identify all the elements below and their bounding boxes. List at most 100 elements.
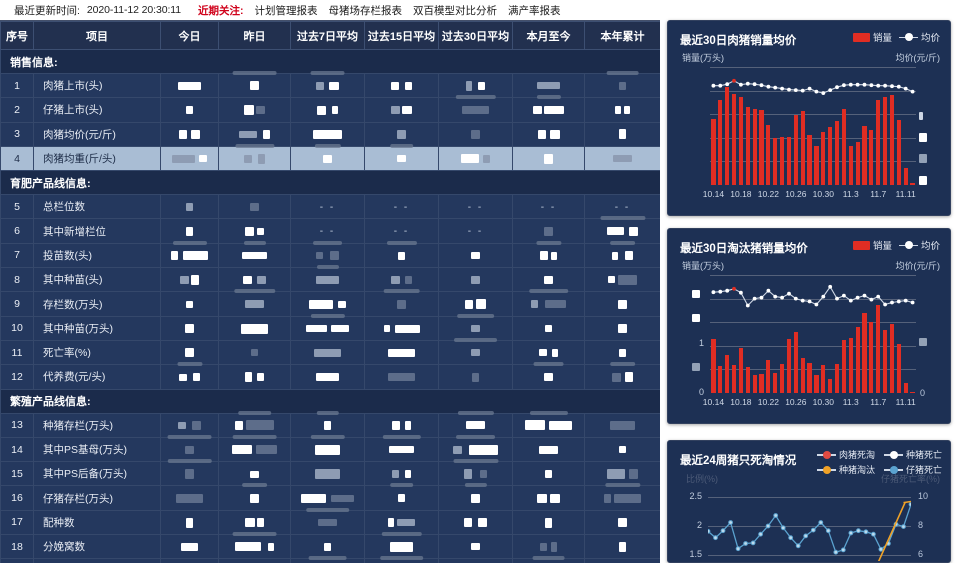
chart3-legend: 肉猪死淘 种猪死亡 种猪淘汰 仔猪死亡 [816,448,942,476]
table-cell-masked-value [438,291,513,317]
table-cell-masked-value: - - [364,194,439,220]
th-index[interactable]: 序号 [0,21,34,50]
table-row[interactable]: 5 总栏位数 - - - - - - - - - - [0,194,660,220]
y-tick-label-right: 10 [918,490,929,501]
chart-culled-pig-sales[interactable]: 最近30日淘汰猪销量均价 销量 均价 销量(万头) 均价(元/斤) 10.14 1… [667,228,951,424]
th-year-to-date[interactable]: 本年累计 [584,21,660,50]
table-cell-masked-value [364,532,439,560]
th-avg-15d[interactable]: 过去15日平均 [364,21,439,50]
table-cell-masked-value [438,95,513,123]
link-double-hundred-model-analysis[interactable]: 双百模型对比分析 [412,4,497,17]
table-cell-masked-value [512,121,585,147]
table-cell-masked-value [584,509,660,536]
redacted-value-block [301,493,326,504]
bar [718,100,723,185]
th-item[interactable]: 项目 [33,21,161,50]
smear-artifact [232,434,277,439]
redacted-value-block [482,154,490,163]
table-cell-masked-value [290,434,365,463]
table-cell-masked-value [512,289,585,317]
chart3-legend-fattening-death-label: 肉猪死淘 [838,450,875,460]
table-cell-masked-value [218,410,291,438]
table-cell-masked-value: - - [290,218,365,244]
table-row[interactable]: 14 其中PS基母(万头) [0,434,660,463]
masked-y-tick [692,363,700,372]
redacted-value-block [245,300,264,309]
table-cell-masked-value: - - [290,194,365,220]
chart-pig-mortality-culling[interactable]: 最近24周猪只死淘情况 肉猪死淘 种猪死亡 种猪淘汰 仔猪死亡 比例(%) 仔猪… [667,440,951,563]
chart3-plot-area [708,491,911,561]
th-today[interactable]: 今日 [160,21,219,50]
table-cell-masked-value [512,315,585,341]
x-tick-label: 10.30 [812,397,834,407]
chart-fattening-pig-sales[interactable]: 最近30日肉猪销量均价 销量 均价 销量(万头) 均价(元/斤) 10.14 10… [667,20,951,216]
redacted-value-block [479,469,487,479]
chart3-legend-breeder-death[interactable]: 种猪死亡 [883,448,942,461]
smear-artifact [308,556,347,561]
table-row[interactable]: 16 仔猪存栏(万头) [0,483,660,511]
table-row[interactable]: 17 配种数 [0,507,660,536]
table-row[interactable]: 7 投苗数(头) [0,240,660,269]
redacted-value-block [178,81,201,91]
row-index: 3 [0,121,34,147]
table-row[interactable]: 11 死亡率(%) [0,337,660,366]
smear-artifact [456,313,495,318]
table-cell-masked-value [584,436,660,463]
table-row[interactable]: 8 其中种苗(头) [0,265,660,293]
row-index: 18 [0,534,34,560]
table-cell-masked-value [160,339,219,366]
th-month-to-date[interactable]: 本月至今 [512,21,585,50]
link-sow-farm-inventory-report[interactable]: 母猪场存栏报表 [328,4,402,17]
smear-artifact [536,95,561,100]
redacted-value-block [614,106,622,114]
chart3-legend-breeder-cull[interactable]: 种猪淘汰 [816,463,875,476]
redacted-value-block [257,372,264,382]
chart3-legend-piglet-death[interactable]: 仔猪死亡 [883,463,942,476]
link-plan-management-report[interactable]: 计划管理报表 [254,4,318,17]
section-title: 繁殖产品线信息: [0,388,660,414]
table-row[interactable]: 6 其中新增栏位 - - - - - - [0,216,660,244]
chart2-legend-avgprice[interactable]: 均价 [898,238,940,252]
redacted-value-block [191,421,202,430]
table-cell-masked-value [218,267,291,293]
table-row[interactable]: 19窝均活仔(头/窝) [0,556,660,563]
chart1-ylabel-right: 均价(元/斤) [895,53,941,63]
th-avg-7d[interactable]: 过去7日平均 [290,21,365,50]
bar-swatch-icon [852,240,870,250]
bar [903,383,908,393]
table-row[interactable]: 15 其中PS后备(万头) [0,459,660,487]
table-cell-masked-value: - - [438,194,513,220]
gridline [708,526,911,527]
redacted-value-block [383,324,391,333]
chart1-legend-avgprice[interactable]: 均价 [898,30,940,44]
table-row[interactable]: 4 肉猪均重(斤/头) [0,143,660,172]
table-row[interactable]: 13 种猪存栏(万头) [0,410,660,438]
table-row[interactable]: 12 代养费(元/头) [0,362,660,390]
table-cell-masked-value [438,72,513,99]
redacted-value-block [545,470,552,478]
x-tick-label: 11.3 [842,397,859,407]
redacted-value-block [618,446,627,454]
table-row[interactable]: 2 仔猪上市(头) [0,95,660,123]
th-avg-30d[interactable]: 过去30日平均 [438,21,513,50]
link-full-capacity-rate-report[interactable]: 满产率报表 [507,4,561,17]
bar [786,136,792,185]
chart3-legend-fattening-death[interactable]: 肉猪死淘 [816,448,875,461]
chart2-ylabel-right: 均价(元/斤) [895,261,941,271]
x-tick-label: 10.22 [757,189,779,199]
chart2-legend-sales[interactable]: 销量 [852,238,892,252]
redacted-value-block [465,421,486,430]
redacted-value-block [404,82,413,90]
table-row[interactable]: 10 其中种苗(万头) [0,313,660,341]
metrics-table-panel[interactable]: 序号 项目 今日 昨日 过去7日平均 过去15日平均 过去30日平均 本月至今 … [0,20,660,563]
redacted-value-block [315,469,340,479]
table-row[interactable]: 9 存栏数(万头) [0,289,660,317]
table-row[interactable]: 3 肉猪均价(元/斤) [0,121,660,147]
th-yesterday[interactable]: 昨日 [218,21,291,50]
smear-artifact [241,483,268,488]
redacted-value-block [398,494,405,503]
chart1-legend-sales[interactable]: 销量 [852,30,892,44]
table-row[interactable]: 18 分娩窝数 [0,532,660,560]
table-row[interactable]: 1 肉猪上市(头) [0,71,660,99]
redacted-value-block [538,445,559,454]
